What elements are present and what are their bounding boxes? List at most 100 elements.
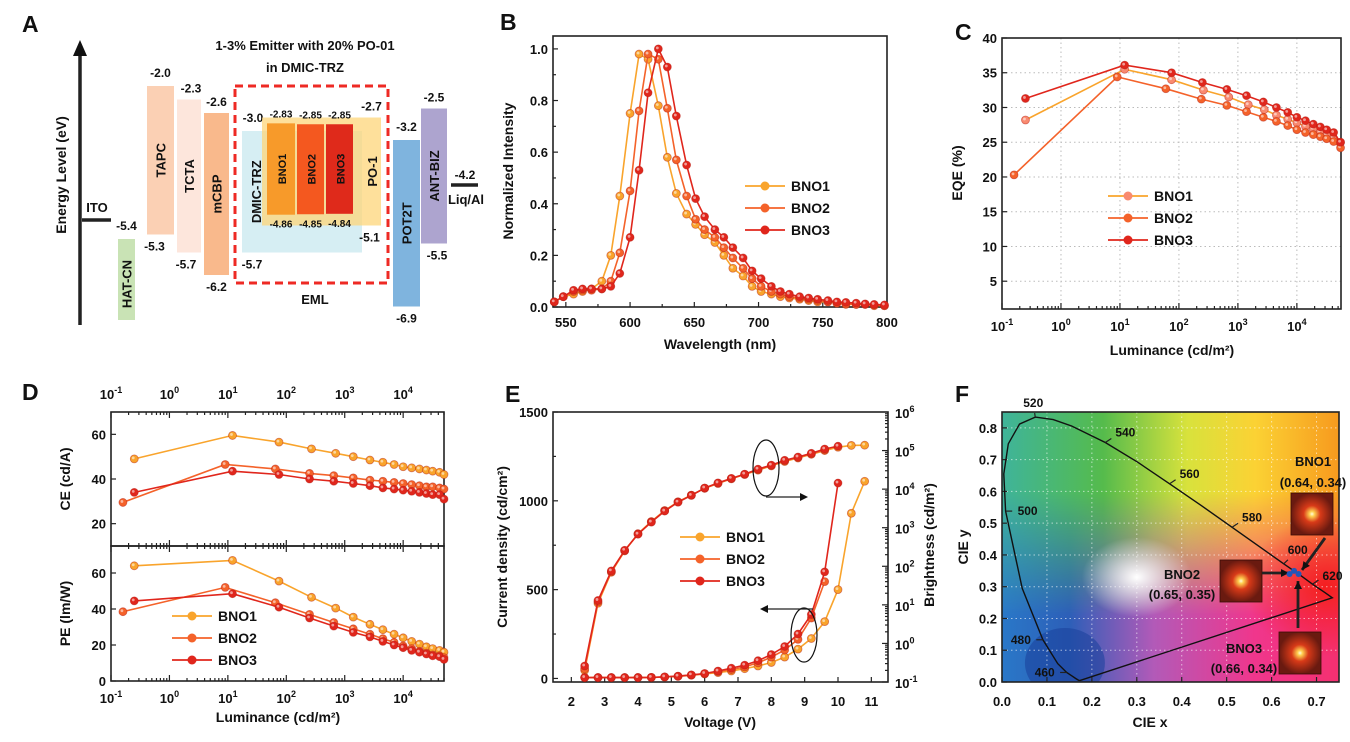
current-density-bno1-point-highlight [862, 478, 866, 482]
series-bno3-point [1272, 103, 1281, 112]
series-bno3-point-highlight [276, 604, 280, 608]
series-bno3-point-highlight [740, 255, 744, 259]
series-bno2-point-highlight [702, 227, 705, 230]
series-bno3-point [738, 253, 748, 263]
series-bno2-point [1242, 107, 1251, 117]
x-tick-label: 700 [748, 315, 770, 330]
series-bno2-point-highlight [1317, 134, 1321, 138]
series-bno3-point-highlight [862, 301, 866, 305]
series-bno3-point-highlight [307, 476, 310, 480]
current-density-bno3-point [726, 663, 736, 673]
current-density-bno3-point-highlight [835, 480, 839, 484]
y-tick-label: 20 [92, 517, 106, 532]
brightness-bno1-point [846, 441, 856, 450]
current-density-bno3-point [660, 672, 670, 682]
eml-title: 1-3% Emitter with 20% PO-01 [215, 38, 394, 53]
y-tick-label: 0.8 [530, 94, 548, 109]
series-bno1-point [331, 448, 341, 458]
series-bno3-point [305, 474, 314, 484]
wavelength-tick [1231, 522, 1239, 528]
current-density-bno3-point [713, 666, 723, 676]
series-bno3-point [1329, 128, 1339, 137]
legend-label: BNO1 [791, 178, 830, 194]
series-bno2-point [756, 281, 766, 291]
brightness-bno3-point-highlight [782, 457, 786, 461]
x-tick-label: 4 [634, 694, 642, 709]
series-bno3-point [841, 297, 851, 307]
x-tick-label: 104 [393, 689, 412, 706]
brightness-bno3-point-highlight [582, 663, 586, 667]
left-y-axis-label: Current density (cd/cm²) [494, 466, 510, 628]
current-density-bno3-point-highlight [715, 668, 719, 672]
right-y-tick-label: 100 [895, 635, 914, 652]
series-bno2-point [634, 106, 644, 116]
series-bno3-point-highlight [636, 167, 640, 171]
series-bno3-point [329, 621, 339, 631]
series-bno3-point-highlight [391, 642, 395, 646]
wavelength-label: 460 [1035, 665, 1055, 679]
series-bno3-point [558, 292, 568, 302]
series-bno3-point-highlight [441, 496, 445, 500]
series-bno3-point [389, 484, 399, 494]
series-bno1-point-highlight [350, 454, 354, 458]
series-bno1-point [662, 152, 672, 162]
series-bno2-point-highlight [721, 245, 725, 249]
series-bno1-point-highlight [230, 433, 233, 436]
current-density-bno1-point-highlight [795, 646, 799, 650]
layer-bno3 [326, 124, 353, 214]
x-tick-label: 10 [831, 694, 845, 709]
arrowhead-icon [1281, 569, 1289, 577]
series-bno1-point-highlight [608, 252, 612, 256]
legend-label: BNO3 [218, 652, 257, 668]
top-x-tick-label: 102 [277, 385, 296, 402]
series-bno3-point-highlight [693, 196, 696, 200]
series-bno3-point-highlight [367, 483, 371, 487]
series-bno3-point-highlight [1310, 121, 1314, 125]
series-bno1-point-highlight [309, 446, 312, 450]
series-bno3-point-highlight [409, 488, 413, 492]
series-bno3-point-highlight [571, 287, 574, 291]
current-density-bno1-point [793, 644, 803, 654]
series-bno2-point-highlight [740, 265, 744, 269]
current-density-bno1-point-highlight [835, 587, 839, 591]
series-bno1-point-highlight [230, 558, 233, 561]
series-bno1-point [331, 603, 341, 613]
series-bno3-point-highlight [1338, 139, 1341, 143]
series-bno3-point [747, 266, 757, 276]
series-bno2-point-highlight [712, 234, 716, 238]
series-bno3-point-highlight [673, 113, 677, 117]
series-bno1-line [553, 52, 885, 307]
series-bno3-point-highlight [599, 286, 603, 290]
series-bno3-point [643, 88, 653, 98]
series-bno1-point [1224, 92, 1234, 102]
series-bno1-point [606, 250, 616, 260]
current-density-bno3-point [820, 567, 830, 577]
series-bno1-point-highlight [617, 193, 621, 197]
chart-f-cie: 0.0 0.1 0.2 0.3 0.4 0.5 0.6 0.7 0.0 0.1 0.2 0.3 0.4 0… [955, 396, 1346, 730]
series-bno1-point [398, 462, 408, 472]
series-bno1-point [378, 457, 388, 467]
brightness-bno3-point [806, 448, 816, 458]
series-bno2-point [1283, 121, 1293, 130]
layer-hat-cn [118, 239, 135, 320]
series-bno1-point-highlight [430, 468, 434, 472]
series-bno3-point [784, 289, 794, 299]
x-tick-label: 2 [568, 694, 575, 709]
x-tick-label: 100 [1051, 317, 1070, 334]
series-bno1-point [1021, 115, 1030, 125]
brightness-bno3-point-highlight [795, 454, 799, 458]
current-density-bno3-point [673, 671, 683, 681]
series-bno3-point [682, 160, 691, 170]
legend-label: BNO1 [726, 529, 765, 545]
series-bno3-point [348, 628, 358, 637]
current-density-bno1-point [833, 585, 843, 595]
brightness-bno3-point-highlight [808, 450, 812, 454]
current-density-bno3-point [740, 660, 750, 670]
current-density-bno3-point-highlight [595, 675, 599, 678]
series-bno3-point-highlight [1122, 62, 1126, 66]
current-density-bno3-point [633, 673, 643, 682]
series-bno1-point [129, 561, 139, 571]
series-bno1-point-highlight [333, 450, 337, 454]
brightness-bno3-point [820, 444, 830, 454]
brightness-bno3-point [593, 596, 603, 605]
